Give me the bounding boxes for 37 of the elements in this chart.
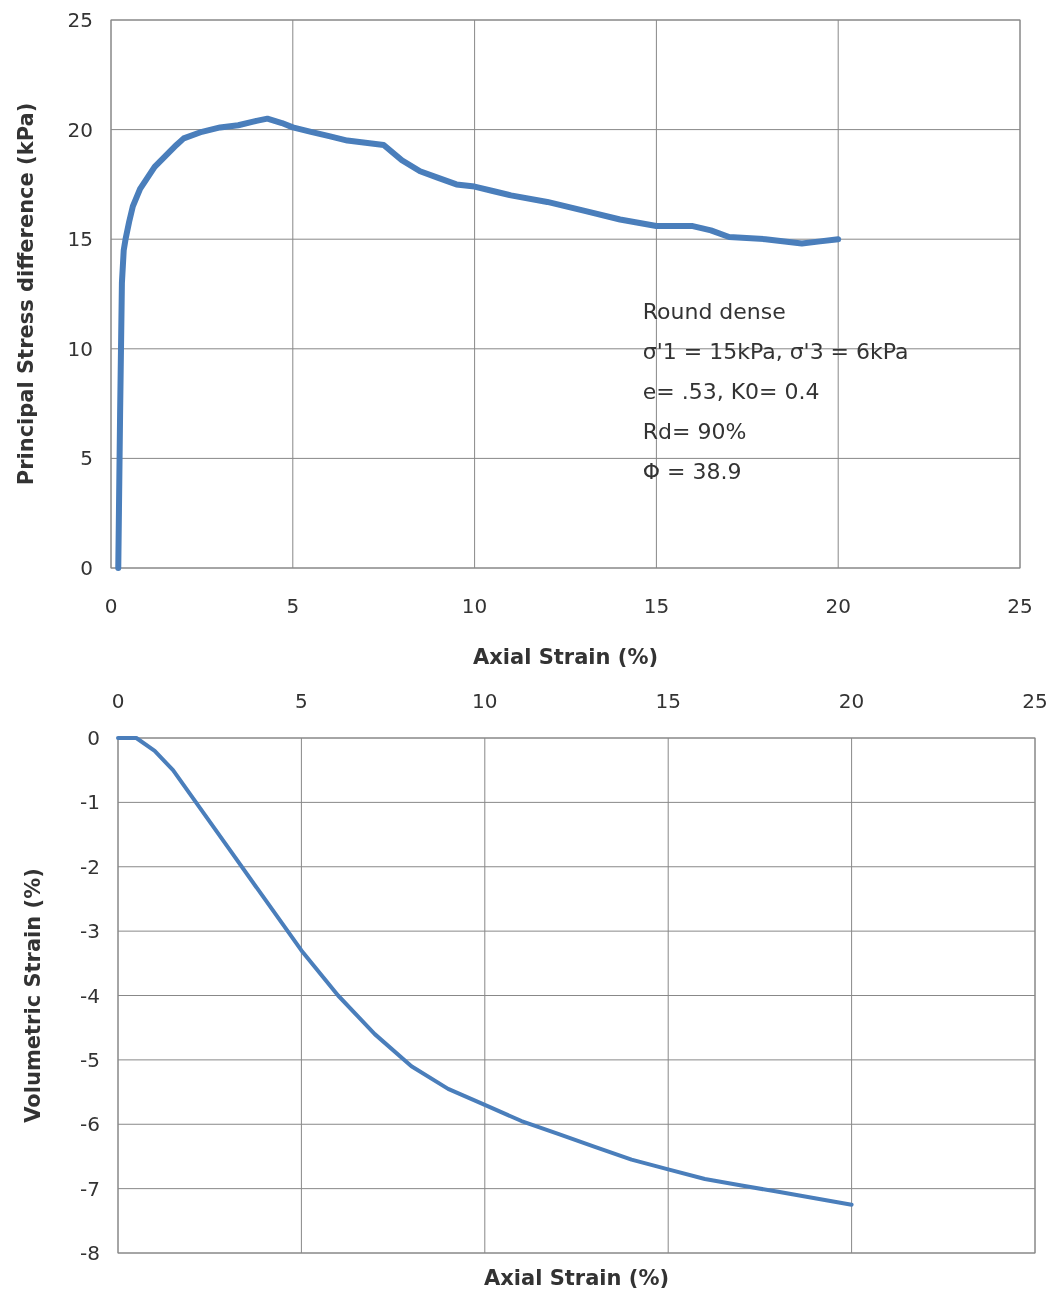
annotation: Round dense (642, 298, 786, 324)
y-tick-label: -7 (80, 1176, 100, 1201)
annotation: e= .53, K0= 0.4 (642, 378, 820, 404)
x-tick-label: 15 (643, 594, 670, 618)
x-tick-label: 10 (472, 689, 498, 713)
y-tick-label: -1 (80, 790, 100, 815)
x-tick-label: 25 (1007, 594, 1033, 618)
y-tick-label: -6 (80, 1112, 100, 1137)
y-tick-label: -3 (80, 919, 100, 944)
x-tick-label: 25 (1022, 689, 1047, 713)
y-tick-label: -4 (80, 983, 100, 1008)
x-tick-label: 0 (104, 594, 118, 618)
annotation: Rd= 90% (642, 418, 747, 444)
y-axis-title: Principal Stress difference (kPa) (14, 102, 38, 486)
y-tick-label: 0 (80, 556, 93, 580)
y-axis-title: Volumetric Strain (%) (21, 868, 45, 1123)
y-tick-label: 5 (80, 446, 93, 471)
y-tick-label: 10 (67, 336, 93, 361)
y-tick-label: 20 (67, 117, 93, 142)
line-series (116, 736, 854, 1207)
y-tick-label: -5 (80, 1047, 100, 1072)
x-tick-label: 20 (838, 689, 865, 713)
y-tick-label: 25 (67, 8, 93, 32)
y-tick-label: 15 (67, 227, 93, 252)
x-tick-label: 5 (295, 689, 308, 713)
y-tick-label: 0 (87, 726, 100, 750)
y-tick-label: -8 (80, 1241, 100, 1265)
x-tick-label: 0 (111, 689, 125, 713)
x-tick-label: 10 (461, 594, 488, 618)
x-axis-title: Axial Strain (%) (483, 1266, 670, 1290)
annotation: Φ = 38.9 (642, 458, 742, 484)
x-tick-label: 20 (825, 594, 851, 618)
annotation: σ'1 = 15kPa, σ'3 = 6kPa (642, 338, 909, 364)
y-tick-label: -2 (80, 854, 100, 879)
x-axis-title: Axial Strain (%) (472, 645, 659, 669)
x-tick-label: 15 (655, 689, 681, 713)
x-tick-label: 5 (286, 594, 300, 618)
